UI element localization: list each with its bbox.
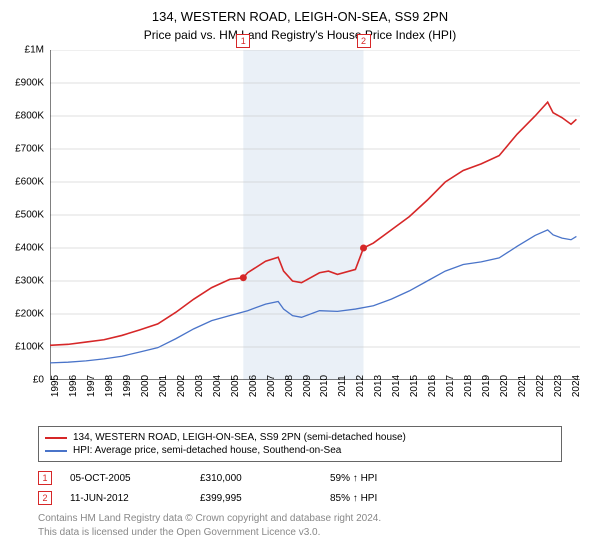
plot-area: 12 [50,50,580,380]
x-tick-label: 2013 [373,375,384,397]
attribution-line1: Contains HM Land Registry data © Crown c… [38,512,381,526]
sale-marker-1: 1 [236,34,250,48]
x-tick-label: 2000 [140,375,151,397]
x-tick-label: 1997 [86,375,97,397]
x-tick-label: 2012 [355,375,366,397]
chart-svg [50,50,580,380]
x-tick-label: 2006 [248,375,259,397]
x-tick-label: 2018 [463,375,474,397]
y-tick-label: £700K [15,144,44,155]
x-tick-label: 2009 [302,375,313,397]
x-tick-label: 2019 [481,375,492,397]
sale-date: 11-JUN-2012 [70,493,200,504]
y-axis: £0£100K£200K£300K£400K£500K£600K£700K£80… [0,50,48,380]
x-tick-label: 2011 [337,375,348,397]
y-tick-label: £600K [15,177,44,188]
x-tick-label: 2002 [176,375,187,397]
x-tick-label: 2010 [319,375,330,397]
sale-price: £310,000 [200,473,330,484]
x-tick-label: 2023 [553,375,564,397]
legend-swatch [45,450,67,452]
x-tick-label: 1999 [122,375,133,397]
sale-price: £399,995 [200,493,330,504]
attribution: Contains HM Land Registry data © Crown c… [38,512,381,540]
sale-hpi-delta: 85% ↑ HPI [330,493,430,504]
y-tick-label: £300K [15,276,44,287]
y-tick-label: £500K [15,210,44,221]
y-tick-label: £100K [15,342,44,353]
y-tick-label: £400K [15,243,44,254]
y-tick-label: £900K [15,78,44,89]
legend-item: 134, WESTERN ROAD, LEIGH-ON-SEA, SS9 2PN… [45,431,555,444]
legend: 134, WESTERN ROAD, LEIGH-ON-SEA, SS9 2PN… [38,426,562,462]
attribution-line2: This data is licensed under the Open Gov… [38,526,381,540]
x-tick-label: 1995 [50,375,61,397]
legend-item: HPI: Average price, semi-detached house,… [45,444,555,457]
legend-swatch [45,437,67,439]
x-tick-label: 2004 [212,375,223,397]
sale-marker-icon: 2 [38,491,52,505]
sale-marker-icon: 1 [38,471,52,485]
x-tick-label: 2024 [571,375,582,397]
x-tick-label: 2021 [517,375,528,397]
y-tick-label: £1M [25,45,44,56]
x-tick-label: 2008 [284,375,295,397]
x-tick-label: 2015 [409,375,420,397]
sale-row: 2 11-JUN-2012£399,99585% ↑ HPI [38,488,430,508]
x-tick-label: 2007 [266,375,277,397]
legend-label: 134, WESTERN ROAD, LEIGH-ON-SEA, SS9 2PN… [73,432,406,443]
x-axis: 1995199619971998199920002001200220032004… [50,382,580,422]
x-tick-label: 2016 [427,375,438,397]
sale-row: 1 05-OCT-2005£310,00059% ↑ HPI [38,468,430,488]
chart-subtitle: Price paid vs. HM Land Registry's House … [0,26,600,42]
chart-title: 134, WESTERN ROAD, LEIGH-ON-SEA, SS9 2PN [0,0,600,26]
sales-table: 1 05-OCT-2005£310,00059% ↑ HPI 2 11-JUN-201… [38,468,430,508]
x-tick-label: 2005 [230,375,241,397]
x-tick-label: 1998 [104,375,115,397]
y-tick-label: £0 [33,375,44,386]
x-tick-label: 2020 [499,375,510,397]
y-tick-label: £800K [15,111,44,122]
x-tick-label: 2017 [445,375,456,397]
x-tick-label: 2022 [535,375,546,397]
chart-container: 134, WESTERN ROAD, LEIGH-ON-SEA, SS9 2PN… [0,0,600,560]
sale-date: 05-OCT-2005 [70,473,200,484]
x-tick-label: 2014 [391,375,402,397]
sale-hpi-delta: 59% ↑ HPI [330,473,430,484]
legend-label: HPI: Average price, semi-detached house,… [73,445,341,456]
x-tick-label: 2001 [158,375,169,397]
x-tick-label: 1996 [68,375,79,397]
sale-marker-2: 2 [357,34,371,48]
y-tick-label: £200K [15,309,44,320]
x-tick-label: 2003 [194,375,205,397]
